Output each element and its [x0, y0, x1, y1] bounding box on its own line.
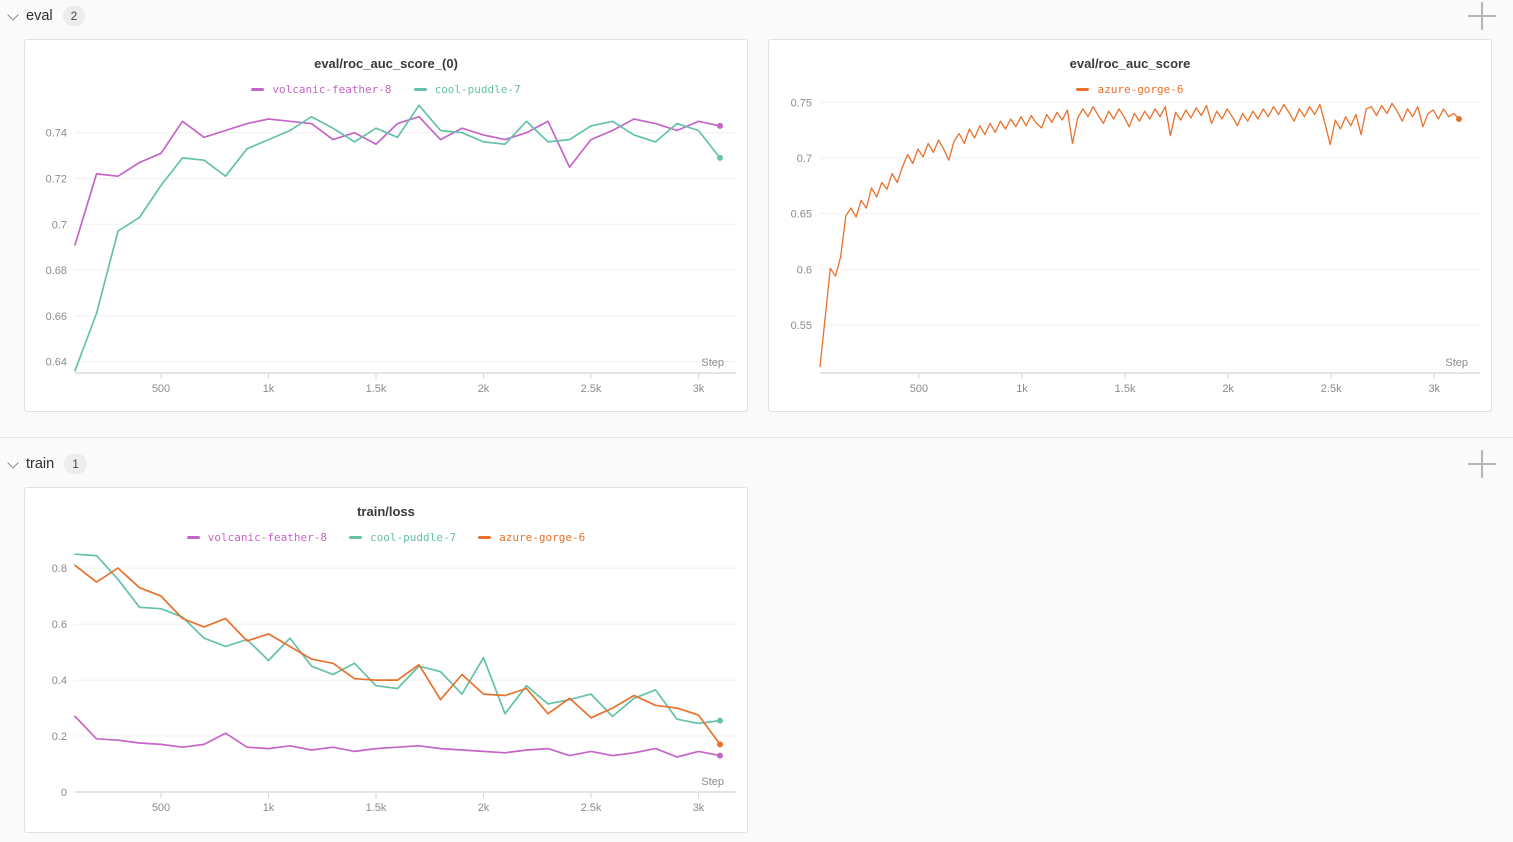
legend-dash-icon — [349, 536, 363, 539]
svg-text:0.66: 0.66 — [46, 311, 67, 323]
chart-panel-train-loss[interactable]: 0 0.2 0.4 0.6 0.8 500 1k 1.5k 2k 2.5k 3k Step train… — [24, 487, 748, 833]
legend-dash-icon — [186, 536, 200, 539]
svg-text:0.6: 0.6 — [797, 264, 812, 276]
svg-text:500: 500 — [152, 802, 170, 814]
section-train: train 1 0 0.2 0.4 0.6 0.8 500 1k 1.5k 2k 2.5k 3k St… — [0, 448, 1513, 833]
add-panel-button[interactable] — [1467, 449, 1497, 479]
eval-panels-row: 0.64 0.66 0.68 0.7 0.72 0.74 500 1k 1.5k 2k 2.5k 3k… — [24, 39, 1513, 412]
chart-plot-area[interactable]: 0.55 0.6 0.65 0.7 0.75 500 1k 1.5k 2k 2.5k 3k Step — [769, 40, 1491, 416]
svg-text:3k: 3k — [1428, 383, 1440, 395]
chart-panel-roc-auc-score-0[interactable]: 0.64 0.66 0.68 0.7 0.72 0.74 500 1k 1.5k 2k 2.5k 3k… — [24, 39, 748, 412]
chart-title: train/loss — [357, 504, 415, 519]
section-train-header: train 1 — [0, 448, 1513, 480]
legend-run-name: cool-puddle-7 — [434, 82, 521, 96]
legend-dash-icon — [478, 536, 492, 539]
legend: azure-gorge-6 — [769, 81, 1491, 96]
svg-text:3k: 3k — [693, 802, 705, 814]
svg-text:2.5k: 2.5k — [1321, 383, 1342, 395]
svg-text:0.74: 0.74 — [46, 128, 67, 140]
svg-text:3k: 3k — [693, 383, 705, 395]
svg-text:1.5k: 1.5k — [1115, 383, 1136, 395]
legend-item[interactable]: azure-gorge-6 — [1076, 82, 1184, 96]
svg-text:0.6: 0.6 — [52, 619, 67, 631]
svg-text:0: 0 — [61, 787, 67, 799]
chart-title: eval/roc_auc_score — [1069, 56, 1191, 71]
svg-text:0.55: 0.55 — [791, 320, 812, 332]
svg-text:0.2: 0.2 — [52, 731, 67, 743]
legend-run-name: volcanic-feather-8 — [272, 82, 392, 96]
svg-text:0.65: 0.65 — [791, 209, 812, 221]
svg-text:500: 500 — [152, 383, 170, 395]
legend-item[interactable]: cool-puddle-7 — [413, 82, 521, 96]
section-title: eval — [26, 8, 53, 24]
svg-text:1.5k: 1.5k — [366, 802, 387, 814]
svg-text:Step: Step — [1445, 357, 1468, 369]
legend: volcanic-feather-8 cool-puddle-7 — [25, 81, 747, 96]
svg-text:0.75: 0.75 — [791, 97, 812, 109]
svg-text:Step: Step — [701, 357, 724, 369]
section-panel-count-badge: 1 — [64, 454, 87, 474]
section-eval-header: eval 2 — [0, 0, 1513, 32]
svg-text:0.7: 0.7 — [52, 219, 67, 231]
svg-text:0.72: 0.72 — [46, 174, 67, 186]
svg-text:0.68: 0.68 — [46, 265, 67, 277]
train-panels-row: 0 0.2 0.4 0.6 0.8 500 1k 1.5k 2k 2.5k 3k Step train… — [24, 487, 1513, 833]
legend-item[interactable]: volcanic-feather-8 — [186, 530, 328, 544]
legend-run-name: volcanic-feather-8 — [207, 530, 328, 544]
legend-dash-icon — [251, 88, 265, 91]
svg-text:0.7: 0.7 — [797, 153, 812, 165]
svg-text:1.5k: 1.5k — [366, 383, 387, 395]
chart-panel-roc-auc-score[interactable]: 0.55 0.6 0.65 0.7 0.75 500 1k 1.5k 2k 2.5k 3k Step … — [768, 39, 1492, 412]
svg-text:2.5k: 2.5k — [581, 802, 602, 814]
add-panel-button[interactable] — [1467, 1, 1497, 31]
chart-plot-area[interactable]: 0.64 0.66 0.68 0.7 0.72 0.74 500 1k 1.5k 2k 2.5k 3k… — [25, 40, 747, 416]
svg-text:2.5k: 2.5k — [581, 383, 602, 395]
svg-text:0.64: 0.64 — [46, 357, 67, 369]
section-panel-count-badge: 2 — [62, 6, 86, 26]
legend-run-name: cool-puddle-7 — [370, 530, 457, 544]
legend: volcanic-feather-8 cool-puddle-7 azure-gor… — [25, 529, 747, 544]
legend-dash-icon — [413, 88, 427, 91]
svg-text:2k: 2k — [1222, 383, 1234, 395]
svg-text:0.8: 0.8 — [52, 563, 67, 575]
svg-text:0.4: 0.4 — [52, 675, 67, 687]
section-title: train — [26, 456, 55, 472]
legend-item[interactable]: cool-puddle-7 — [349, 530, 457, 544]
section-divider — [0, 437, 1513, 438]
svg-text:1k: 1k — [263, 802, 275, 814]
svg-text:500: 500 — [910, 383, 928, 395]
chevron-down-icon[interactable] — [7, 8, 19, 21]
svg-text:2k: 2k — [478, 383, 490, 395]
chart-title: eval/roc_auc_score_(0) — [314, 56, 458, 71]
section-eval: eval 2 0.64 0.66 0.68 0.7 0.72 0.74 500 1k 1.5k 2… — [0, 0, 1513, 412]
chevron-down-icon[interactable] — [7, 456, 19, 469]
legend-item[interactable]: azure-gorge-6 — [478, 530, 586, 544]
legend-run-name: azure-gorge-6 — [499, 530, 586, 544]
legend-run-name: azure-gorge-6 — [1097, 82, 1184, 96]
svg-text:Step: Step — [701, 776, 724, 788]
legend-dash-icon — [1076, 88, 1090, 91]
svg-text:2k: 2k — [478, 802, 490, 814]
legend-item[interactable]: volcanic-feather-8 — [251, 82, 392, 96]
svg-text:1k: 1k — [1016, 383, 1028, 395]
chart-plot-area[interactable]: 0 0.2 0.4 0.6 0.8 500 1k 1.5k 2k 2.5k 3k Step — [25, 488, 747, 837]
svg-text:1k: 1k — [263, 383, 275, 395]
